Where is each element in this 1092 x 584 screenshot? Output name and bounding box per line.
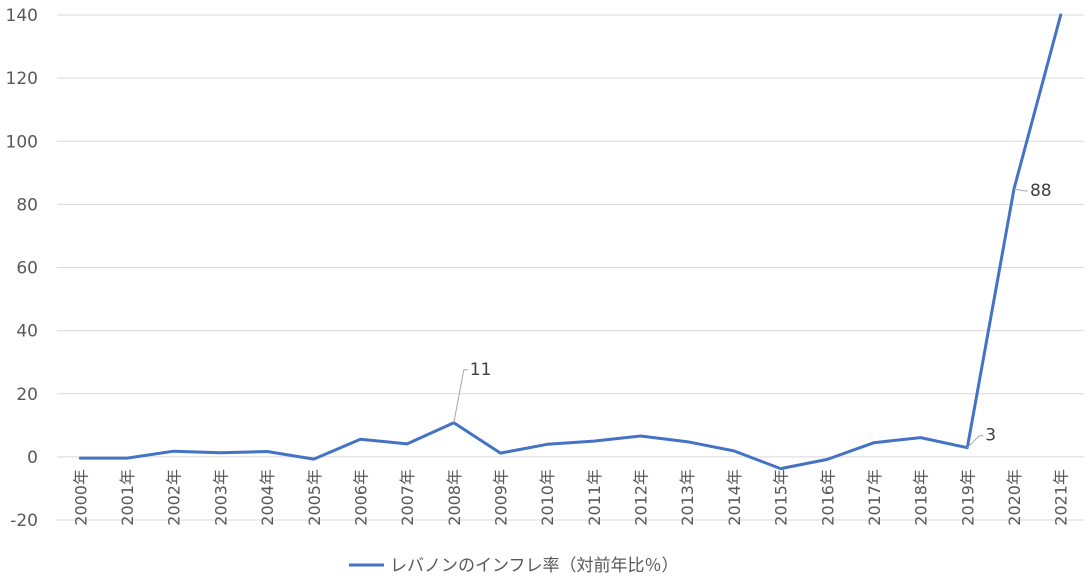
data-labels: 11388120 [453,181,1052,449]
x-tick-label: 2003年 [211,469,230,526]
data-label: 3 [985,426,996,446]
data-label: 88 [1030,181,1052,201]
x-tick-label: 2016年 [818,469,837,526]
y-axis-ticks: -20 0 20 40 60 80 100 120 140 [6,6,38,531]
x-tick-label: 2000年 [71,469,90,526]
x-tick-label: 2007年 [398,469,417,526]
x-tick-label: 2008年 [445,469,464,526]
x-tick-label: 2004年 [258,469,277,526]
legend: レバノンのインフレ率（対前年比％） [349,556,679,576]
series-line [78,13,1063,471]
x-tick-label: 2014年 [725,469,744,526]
gridlines [57,14,1084,521]
y-tick-label: 100 [6,132,38,152]
data-label-leader [966,435,984,449]
x-tick-label: 2002年 [165,469,184,526]
x-tick-label: 2005年 [305,469,324,526]
x-tick-label: 2012年 [632,469,651,526]
y-tick-label: 0 [27,448,38,468]
data-label-leader [1013,188,1028,192]
x-tick-label: 2020年 [1005,469,1024,526]
x-tick-label: 2021年 [1052,469,1071,526]
data-label: 11 [470,360,492,380]
y-tick-label: 120 [6,69,38,89]
x-tick-label: 2011年 [585,469,604,526]
y-tick-label: 20 [16,385,38,405]
x-tick-label: 2009年 [491,469,510,526]
x-axis-ticks: 2000年 2001年 2002年 2003年 2004年 2005年 2006年 2007年… [71,469,1070,526]
x-tick-label: 2013年 [678,469,697,526]
y-tick-label: 60 [16,259,38,279]
y-tick-label: -20 [10,511,38,531]
x-tick-label: 2019年 [958,469,977,526]
data-label-leader [453,369,468,423]
x-tick-label: 2006年 [351,469,370,526]
x-tick-label: 2017年 [865,469,884,526]
legend-label: レバノンのインフレ率（対前年比％） [390,556,679,576]
x-tick-label: 2018年 [912,469,931,526]
y-tick-label: 80 [16,195,38,215]
y-tick-label: 140 [6,6,38,26]
y-tick-label: 40 [16,322,38,342]
x-tick-label: 2010年 [538,469,557,526]
series-lines [78,13,1063,471]
x-tick-label: 2001年 [118,469,137,526]
x-tick-label: 2015年 [772,469,791,526]
